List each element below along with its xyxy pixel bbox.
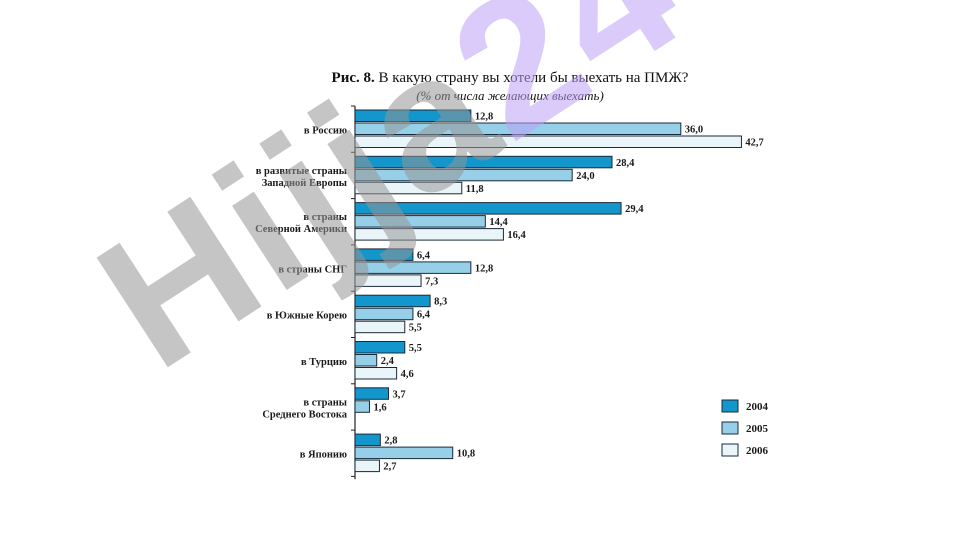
bar-value-label: 16,4	[507, 230, 526, 241]
bar-value-label: 11,8	[466, 184, 484, 195]
bar-value-label: 3,7	[392, 389, 405, 400]
bar-value-label: 5,5	[409, 343, 422, 354]
bar-value-label: 36,0	[685, 125, 703, 136]
category-label: в страны Северной Америки	[255, 212, 347, 235]
bar	[354, 400, 370, 413]
bar-value-label: 2,7	[383, 462, 396, 473]
bar	[354, 135, 742, 148]
bar	[354, 354, 378, 367]
bar	[354, 341, 406, 354]
bar-value-label: 6,4	[417, 310, 431, 321]
bar	[354, 155, 613, 169]
bar	[354, 307, 414, 321]
bar	[354, 294, 431, 308]
bar-value-label: 6,4	[417, 250, 431, 261]
bar-value-label: 42,7	[745, 138, 763, 149]
bar-value-label: 7,3	[425, 276, 438, 287]
bar	[354, 181, 463, 195]
bar-value-label: 2,4	[381, 356, 395, 367]
legend-swatch	[721, 399, 739, 413]
legend-label: 2006	[746, 445, 769, 457]
bar	[354, 387, 389, 400]
bar-value-label: 24,0	[576, 171, 594, 182]
bar	[354, 122, 682, 135]
chart-title-text: В какую страну вы хотели бы выехать на П…	[378, 70, 689, 86]
legend-swatch	[721, 443, 739, 457]
bar	[354, 433, 381, 447]
bar	[354, 367, 398, 380]
bar	[354, 228, 504, 241]
bar	[354, 248, 414, 261]
category-label: в Южные Корею	[267, 311, 347, 322]
bar-value-label: 8,3	[434, 297, 447, 308]
bar-value-label: 1,6	[373, 402, 386, 413]
category-label: в Россию	[304, 126, 347, 137]
figure-number: Рис. 8.	[331, 70, 375, 86]
legend-label: 2005	[746, 423, 769, 435]
bar-value-label: 12,8	[475, 112, 493, 123]
bar	[354, 261, 472, 274]
bar	[354, 168, 573, 182]
legend-label: 2004	[746, 401, 769, 413]
bar	[354, 459, 380, 473]
chart-subtitle: (% от числа желающих выехать)	[416, 88, 604, 103]
category-label: в Японию	[300, 450, 347, 461]
bar	[354, 215, 486, 228]
legend-swatch	[721, 421, 739, 435]
chart-title: Рис. 8. В какую страну вы хотели бы выех…	[180, 70, 840, 87]
category-label: в Турцию	[301, 357, 347, 368]
bar-value-label: 5,5	[409, 323, 422, 334]
bar-value-label: 10,8	[457, 449, 475, 460]
bar-value-label: 12,8	[475, 263, 493, 274]
bar	[354, 202, 622, 215]
bar-value-label: 14,4	[489, 217, 508, 228]
bar	[354, 446, 454, 460]
category-label: в страны СНГ	[278, 264, 347, 275]
bar-value-label: 28,4	[616, 158, 635, 169]
bar	[354, 320, 406, 334]
bar-value-label: 2,8	[384, 436, 397, 447]
category-label: в страны Среднего Востока	[262, 397, 347, 420]
category-label: в развитые страны Западной Европы	[256, 166, 347, 189]
bar	[354, 109, 472, 122]
bar-value-label: 29,4	[625, 204, 644, 215]
bar	[354, 274, 422, 287]
bar-value-label: 4,6	[401, 369, 414, 380]
